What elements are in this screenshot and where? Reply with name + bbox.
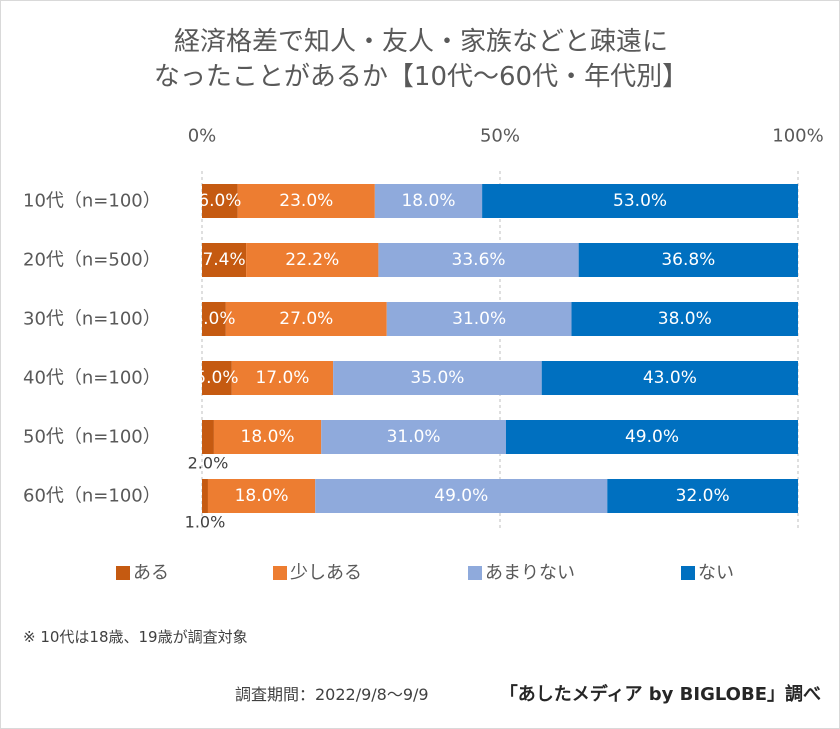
survey-period: 調査期間：2022/9/8～9/9 xyxy=(235,685,429,704)
data-label: 18.0% xyxy=(235,486,289,506)
bar-segment xyxy=(213,420,322,454)
data-label: 49.0% xyxy=(625,427,679,447)
bar-segment xyxy=(202,361,232,395)
bar-segment xyxy=(202,243,247,277)
gridlines xyxy=(201,171,799,529)
bar-segment xyxy=(482,184,798,218)
legend-item: ある xyxy=(116,563,169,584)
data-label: 35.0% xyxy=(410,368,464,388)
category-label: 50代（n=100） xyxy=(23,427,161,448)
data-label: 27.0% xyxy=(279,309,333,329)
bar-segment xyxy=(237,184,375,218)
x-tick-label: 50% xyxy=(480,126,520,147)
category-label: 30代（n=100） xyxy=(23,309,161,330)
data-label: 6.0% xyxy=(198,191,241,211)
legend-label: あまりない xyxy=(485,563,575,584)
data-label: 36.8% xyxy=(661,250,715,270)
data-label: 38.0% xyxy=(658,309,712,329)
category-label: 40代（n=100） xyxy=(23,368,161,389)
legend-swatch xyxy=(681,566,695,580)
bar-segment xyxy=(207,479,316,513)
bar-segment xyxy=(333,361,542,395)
data-label: 18.0% xyxy=(401,191,455,211)
data-label: 53.0% xyxy=(613,191,667,211)
legend-item: あまりない xyxy=(468,563,575,584)
chart-title: 経済格差で知人・友人・家族などと疎遠に なったことがあるか【10代～60代・年代… xyxy=(153,27,689,92)
data-label: 17.0% xyxy=(255,368,309,388)
category-label: 60代（n=100） xyxy=(23,486,161,507)
bar-segment xyxy=(607,479,798,513)
bar-segment xyxy=(321,420,506,454)
bar-segment xyxy=(246,243,379,277)
footnote: ※ 10代は18歳、19歳が調査対象 xyxy=(23,628,248,646)
legend-swatch xyxy=(273,566,287,580)
data-label: 18.0% xyxy=(241,427,295,447)
legend-item: ない xyxy=(681,563,734,584)
data-label: 31.0% xyxy=(387,427,441,447)
bar-segment xyxy=(374,184,483,218)
data-labels: 6.0% 23.0% 18.0% 53.0% 7.4% 22.2% 33.6% 36.8% 4.… xyxy=(185,191,730,532)
x-tick-label: 0% xyxy=(188,126,217,147)
bar-segment xyxy=(202,184,238,218)
bar-segment xyxy=(202,479,208,513)
bar-segment xyxy=(225,302,387,336)
data-label: 43.0% xyxy=(643,368,697,388)
legend-swatch xyxy=(468,566,482,580)
bar-segment xyxy=(378,243,579,277)
x-axis: 0% 50% 100% xyxy=(188,126,824,147)
legend: ある 少しある あまりない ない xyxy=(116,563,734,584)
bar-segment xyxy=(202,302,226,336)
data-label: 31.0% xyxy=(452,309,506,329)
data-label: 22.2% xyxy=(285,250,339,270)
legend-label: 少しある xyxy=(290,563,362,584)
x-tick-label: 100% xyxy=(772,126,823,147)
category-label: 10代（n=100） xyxy=(23,191,161,212)
data-label: 23.0% xyxy=(279,191,333,211)
bar-segment xyxy=(541,361,798,395)
bar-segment xyxy=(386,302,572,336)
data-label: 33.6% xyxy=(452,250,506,270)
bar-segment xyxy=(578,243,798,277)
legend-swatch xyxy=(116,566,130,580)
data-label: 49.0% xyxy=(434,486,488,506)
data-label: 4.0% xyxy=(192,309,235,329)
data-label: 7.4% xyxy=(202,250,245,270)
data-label: 32.0% xyxy=(676,486,730,506)
bar-segment xyxy=(571,302,798,336)
bar-segment xyxy=(505,420,798,454)
category-axis: 10代（n=100） 20代（n=500） 30代（n=100） 40代（n=100）… xyxy=(23,191,161,507)
category-label: 20代（n=500） xyxy=(23,250,161,271)
legend-item: 少しある xyxy=(273,563,362,584)
legend-label: ない xyxy=(698,563,734,584)
data-label: 1.0% xyxy=(185,513,226,532)
data-label: 2.0% xyxy=(188,454,229,473)
bar-segment xyxy=(315,479,608,513)
bars xyxy=(202,184,798,513)
bar-segment xyxy=(202,420,214,454)
legend-label: ある xyxy=(133,563,169,584)
data-label: 5.0% xyxy=(195,368,238,388)
bar-segment xyxy=(231,361,334,395)
source-credit: 「あしたメディア by BIGLOBE」調べ xyxy=(499,684,821,705)
